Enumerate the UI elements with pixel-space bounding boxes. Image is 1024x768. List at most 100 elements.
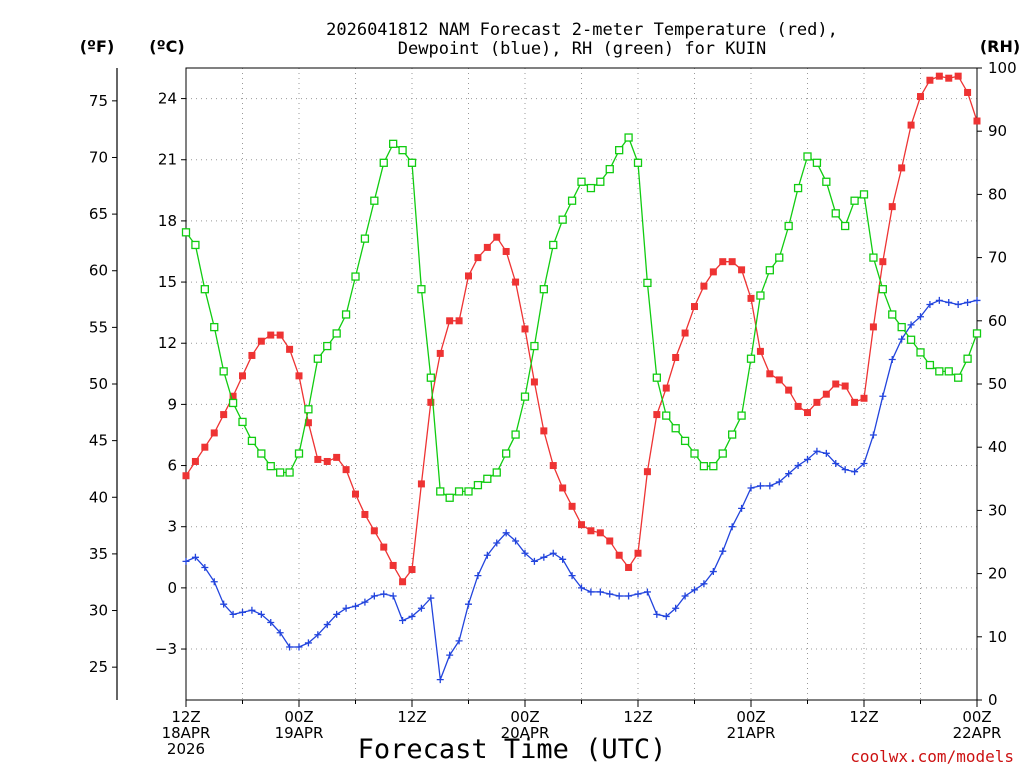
temperature-marker	[709, 268, 717, 276]
temperature-marker	[267, 331, 275, 339]
temperature-marker	[323, 457, 331, 465]
fahrenheit-tick-label: 30	[89, 602, 108, 620]
fahrenheit-tick-label: 55	[89, 318, 108, 336]
rh-marker	[332, 329, 341, 338]
dewpoint-marker	[794, 462, 802, 470]
rh-marker	[963, 354, 972, 363]
rh-tick-label: 40	[988, 438, 1007, 456]
dewpoint-marker	[540, 553, 548, 561]
rh-tick-label: 70	[988, 249, 1007, 267]
temperature-marker	[879, 258, 887, 266]
rh-marker	[558, 215, 567, 224]
temperature-marker	[935, 72, 943, 80]
temperature-marker	[766, 370, 774, 378]
dewpoint-marker	[257, 610, 265, 618]
rh-marker	[812, 158, 822, 167]
tick-labels: 25 30 35 40 45 50 55 60 65 70 75 −3 0 3 6 9 12 15 18 21 24 0 1…	[89, 59, 1017, 758]
dewpoint-marker	[286, 643, 294, 651]
temperature-marker	[446, 317, 454, 325]
temperature-marker	[427, 398, 435, 406]
dewpoint-marker	[210, 578, 218, 586]
fahrenheit-tick-label: 60	[89, 262, 108, 280]
rh-marker	[351, 272, 360, 281]
temperature-marker	[380, 543, 388, 551]
temperature-marker	[210, 429, 218, 437]
rh-marker	[473, 480, 483, 490]
dewpoint-marker	[813, 447, 821, 455]
rh-unit-label: (RH)	[980, 37, 1020, 56]
rh-marker	[699, 462, 709, 471]
rh-marker	[906, 335, 916, 344]
temperature-marker	[662, 384, 670, 392]
rh-marker	[181, 228, 191, 237]
rh-marker	[652, 373, 661, 382]
celsius-tick-label: 12	[158, 334, 177, 352]
rh-tick-label: 80	[988, 185, 1007, 203]
dewpoint-marker	[738, 504, 746, 512]
rh-marker	[492, 468, 501, 477]
temperature-marker	[794, 402, 802, 410]
x-tick-label: 22APR	[953, 724, 1002, 742]
temperature-marker	[625, 563, 633, 571]
rh-marker	[445, 493, 454, 502]
x-tick-label: 21APR	[727, 724, 776, 742]
celsius-tick-label: 15	[158, 273, 177, 291]
rh-marker	[520, 392, 530, 401]
rh-marker	[954, 373, 963, 382]
credit-text: coolwx.com/models	[850, 747, 1014, 766]
temperature-marker	[257, 337, 265, 345]
rh-marker	[822, 177, 831, 186]
dewpoint-marker	[634, 590, 642, 598]
temperature-marker	[352, 490, 359, 498]
dewpoint-marker	[747, 484, 755, 492]
rh-marker	[841, 221, 850, 231]
dewpoint-marker	[436, 676, 444, 684]
rh-marker	[417, 285, 426, 294]
temperature-marker	[813, 398, 821, 406]
rh-marker	[878, 285, 887, 294]
dewpoint-marker	[427, 594, 435, 602]
rh-marker	[972, 329, 982, 338]
celsius-tick-label: −3	[155, 640, 177, 658]
dewpoint-marker	[483, 551, 491, 559]
dewpoint-marker	[408, 612, 416, 620]
temperature-marker	[964, 88, 972, 96]
rh-marker	[793, 183, 803, 193]
dewpoint-marker	[879, 392, 887, 400]
series-group	[181, 72, 982, 684]
temperature-marker	[907, 121, 915, 129]
temperature-marker	[286, 345, 294, 353]
rh-marker	[191, 240, 200, 250]
temperature-marker	[888, 203, 896, 211]
rh-tick-label: 90	[988, 122, 1007, 140]
temperature-marker	[860, 394, 868, 402]
temperature-marker	[738, 266, 746, 274]
temperature-marker	[417, 480, 425, 488]
rh-marker	[643, 278, 652, 288]
celsius-tick-label: 0	[167, 579, 177, 597]
x-tick-label: 18APR	[162, 724, 211, 742]
temperature-marker	[370, 527, 378, 535]
rh-marker	[285, 468, 294, 477]
temperature-marker	[220, 411, 228, 419]
rh-tick-label: 0	[988, 691, 998, 709]
temperature-marker	[474, 254, 482, 262]
dewpoint-marker	[973, 296, 981, 304]
temperature-marker	[578, 521, 585, 529]
temperature-marker	[832, 380, 840, 388]
fahrenheit-tick-label: 45	[89, 432, 108, 450]
temperature-marker	[361, 510, 369, 518]
dewpoint-marker	[935, 296, 943, 304]
rh-marker	[549, 240, 558, 250]
rh-marker	[756, 291, 765, 300]
fahrenheit-tick-label: 25	[89, 658, 108, 676]
temperature-marker	[615, 551, 623, 559]
dewpoint-marker	[295, 643, 303, 651]
temperature-marker	[898, 164, 906, 172]
x-tick-label: 12Z	[849, 708, 878, 726]
temperature-marker	[719, 258, 727, 266]
rh-marker	[539, 285, 548, 294]
rh-marker	[577, 177, 586, 186]
rh-marker	[341, 310, 351, 319]
